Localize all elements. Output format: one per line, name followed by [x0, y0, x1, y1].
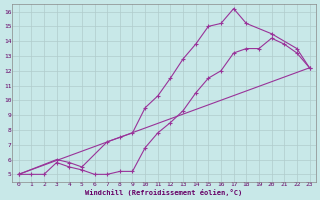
X-axis label: Windchill (Refroidissement éolien,°C): Windchill (Refroidissement éolien,°C) [85, 189, 243, 196]
